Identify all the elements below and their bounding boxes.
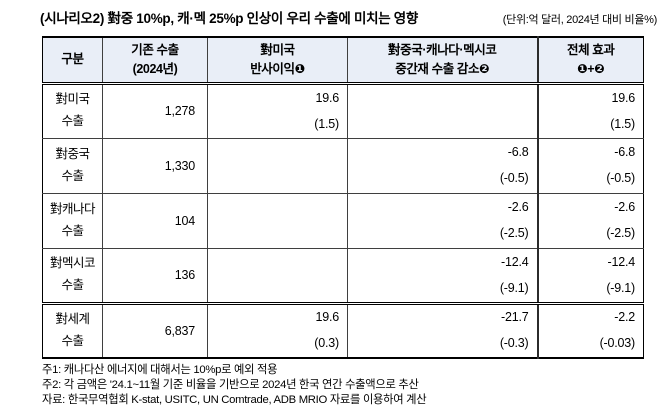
total-effect-cell: -12.4 (-9.1) bbox=[536, 248, 644, 304]
us-gain-pct: (1.5) bbox=[314, 116, 339, 131]
unit-note: (단위:억 달러, 2024년 대비 비율%) bbox=[502, 14, 658, 26]
us-gain-pct: (0.3) bbox=[314, 336, 339, 351]
total-effect-value: 19.6 bbox=[611, 90, 635, 105]
intermediate-loss-value: -12.4 bbox=[501, 254, 529, 269]
us-gain-cell: 19.6 (0.3) bbox=[207, 301, 348, 359]
intermediate-loss-pct: (-2.5) bbox=[499, 226, 529, 240]
impact-table: 구분 기존 수출 (2024년) 對미국 반사이익❶ 對중국·캐나다·멕시코 중… bbox=[42, 36, 644, 359]
intermediate-loss-cell: -21.7 (-0.3) bbox=[347, 301, 538, 359]
table-row-world-exports: 對세계 수출 6,837 19.6 (0.3) -21.7 (-0.3) bbox=[42, 301, 644, 359]
table-row-china-exports: 對중국 수출 1,330 -6.8 (-0.5) bbox=[42, 138, 644, 194]
intermediate-loss-pct: (-9.1) bbox=[499, 280, 529, 295]
total-effect-pct: (-9.1) bbox=[606, 280, 635, 295]
col-header-us-gain: 對미국 반사이익❶ bbox=[207, 37, 348, 85]
header-row: 구분 기존 수출 (2024년) 對미국 반사이익❶ 對중국·캐나다·멕시코 중… bbox=[42, 37, 644, 85]
intermediate-loss-cell bbox=[347, 83, 538, 139]
us-gain-value: 19.6 bbox=[315, 310, 339, 325]
footnotes: 주1: 캐나다산 에너지에 대해서는 10%p로 예외 적용 주2: 각 금액은… bbox=[42, 363, 670, 408]
intermediate-loss-cell: -2.6 (-2.5) bbox=[347, 193, 538, 249]
col-header-base-exports: 기존 수출 (2024년) bbox=[102, 37, 208, 85]
intermediate-loss-value: -21.7 bbox=[501, 310, 529, 325]
base-export-value: 1,330 bbox=[102, 138, 208, 194]
row-label: 對미국 수출 bbox=[42, 83, 103, 139]
us-gain-value: 19.6 bbox=[315, 90, 339, 105]
total-effect-pct: (-0.03) bbox=[599, 336, 636, 351]
base-export-value: 1,278 bbox=[102, 83, 208, 139]
us-gain-cell bbox=[207, 193, 348, 249]
intermediate-loss-cell: -6.8 (-0.5) bbox=[347, 138, 538, 194]
total-effect-cell: -2.6 (-2.5) bbox=[536, 193, 644, 249]
footnote-source: 자료: 한국무역협회 K-stat, USITC, UN Comtrade, A… bbox=[42, 394, 427, 406]
table-row-us-exports: 對미국 수출 1,278 19.6 (1.5) bbox=[42, 83, 644, 139]
row-label: 對캐나다 수출 bbox=[42, 193, 103, 249]
total-effect-pct: (1.5) bbox=[610, 116, 635, 131]
us-gain-cell: 19.6 (1.5) bbox=[207, 83, 348, 139]
col-header-category: 구분 bbox=[42, 37, 103, 85]
total-effect-value: -2.6 bbox=[614, 200, 635, 214]
total-effect-pct: (-2.5) bbox=[606, 226, 635, 240]
title-bar: (시나리오2) 對중 10%p, 캐·멕 25%p 인상이 우리 수출에 미치는… bbox=[40, 7, 657, 27]
base-export-value: 104 bbox=[102, 193, 208, 249]
col-header-intermediate-loss: 對중국·캐나다·멕시코 중간재 수출 감소❷ bbox=[347, 37, 538, 85]
us-gain-cell bbox=[207, 138, 348, 194]
total-effect-value: -12.4 bbox=[607, 254, 636, 269]
base-export-value: 136 bbox=[102, 248, 208, 304]
total-effect-cell: -6.8 (-0.5) bbox=[536, 138, 644, 194]
intermediate-loss-cell: -12.4 (-9.1) bbox=[347, 248, 538, 304]
us-gain-cell bbox=[207, 248, 348, 304]
row-label: 對중국 수출 bbox=[42, 138, 103, 194]
row-label: 對세계 수출 bbox=[42, 301, 103, 359]
footnote-1: 주1: 캐나다산 에너지에 대해서는 10%p로 예외 적용 bbox=[42, 364, 278, 376]
table-wrapper: 구분 기존 수출 (2024년) 對미국 반사이익❶ 對중국·캐나다·멕시코 중… bbox=[42, 36, 644, 359]
intermediate-loss-pct: (-0.5) bbox=[499, 171, 529, 185]
total-effect-value: -2.2 bbox=[614, 310, 635, 325]
intermediate-loss-value: -2.6 bbox=[507, 200, 529, 214]
base-export-value: 6,837 bbox=[102, 301, 208, 359]
page-title: (시나리오2) 對중 10%p, 캐·멕 25%p 인상이 우리 수출에 미치는… bbox=[40, 11, 419, 26]
col-header-total-effect: 전체 효과 ❶+❷ bbox=[536, 37, 644, 85]
footnote-2: 주2: 각 금액은 '24.1~11월 기준 비율을 기반으로 2024년 한국… bbox=[42, 379, 419, 391]
row-label: 對멕시코 수출 bbox=[42, 248, 103, 304]
total-effect-value: -6.8 bbox=[614, 145, 635, 159]
table-row-canada-exports: 對캐나다 수출 104 -2.6 (-2.5) bbox=[42, 193, 644, 249]
intermediate-loss-value: -6.8 bbox=[507, 145, 529, 159]
total-effect-cell: -2.2 (-0.03) bbox=[536, 301, 644, 359]
table-row-mexico-exports: 對멕시코 수출 136 -12.4 (-9.1) bbox=[42, 248, 644, 304]
intermediate-loss-pct: (-0.3) bbox=[499, 336, 529, 351]
total-effect-cell: 19.6 (1.5) bbox=[536, 83, 644, 139]
total-effect-pct: (-0.5) bbox=[606, 171, 635, 185]
